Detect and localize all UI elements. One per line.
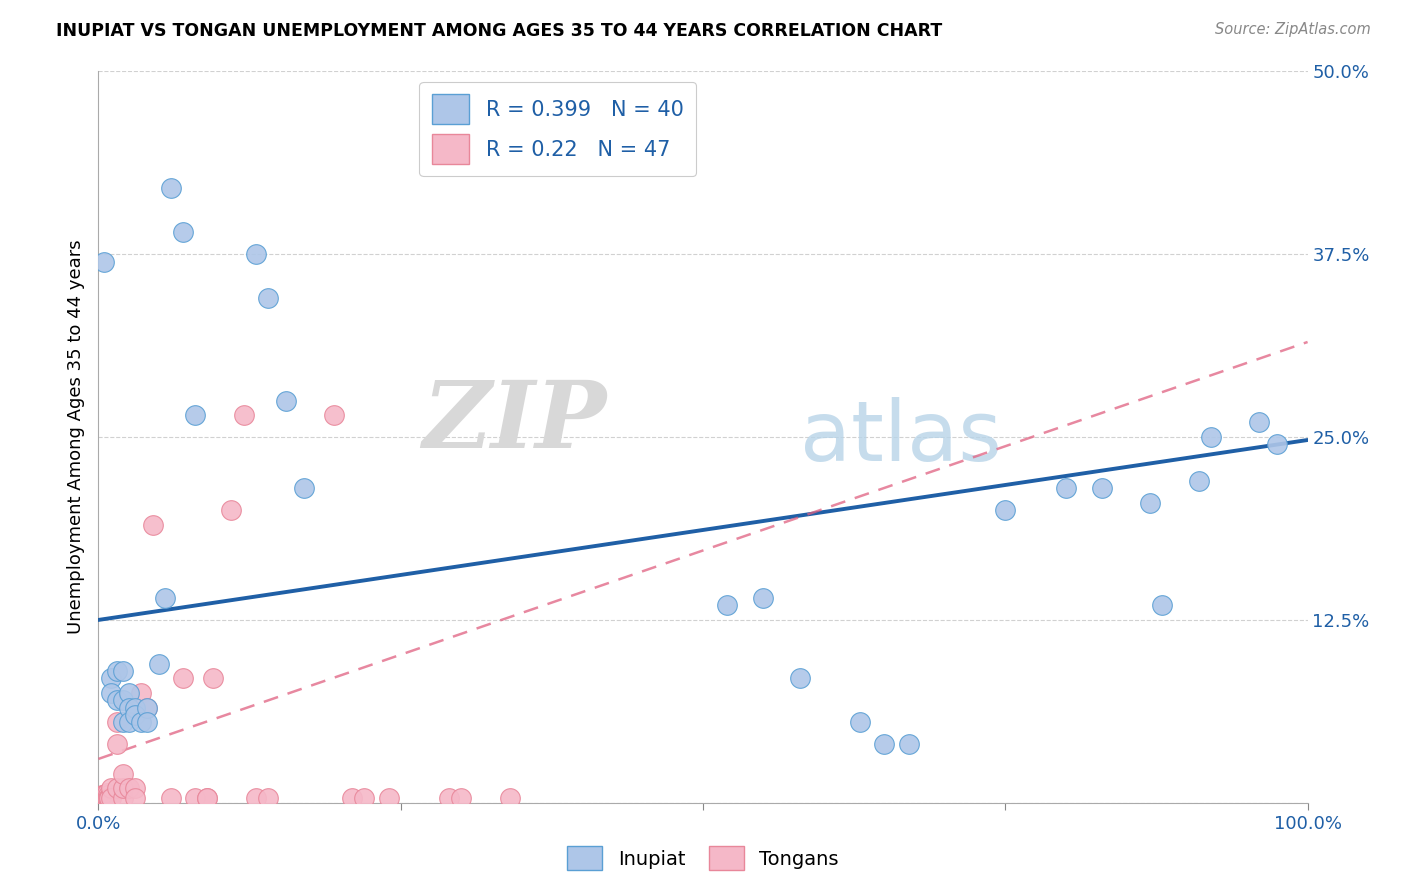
Point [184, 408, 207, 422]
Point [256, 791, 278, 805]
Point [153, 591, 176, 605]
Point [245, 791, 267, 805]
Point [111, 693, 134, 707]
Point [342, 791, 364, 805]
Point [93, 791, 115, 805]
Point [96, 791, 118, 805]
Point [377, 791, 399, 805]
Point [129, 715, 152, 730]
Point [873, 737, 896, 751]
Point [498, 791, 520, 805]
Point [93, 791, 115, 805]
Point [100, 791, 122, 805]
Point [195, 791, 218, 805]
Point [124, 708, 146, 723]
Point [91, 789, 114, 803]
Point [135, 700, 157, 714]
Point [245, 247, 267, 261]
Point [93, 789, 115, 803]
Point [142, 517, 165, 532]
Text: Source: ZipAtlas.com: Source: ZipAtlas.com [1215, 22, 1371, 37]
Point [105, 664, 128, 678]
Point [1188, 474, 1211, 488]
Point [1139, 496, 1161, 510]
Point [111, 715, 134, 730]
Point [91, 789, 114, 803]
Point [292, 481, 315, 495]
Point [274, 393, 297, 408]
Point [1199, 430, 1222, 444]
Point [202, 672, 225, 686]
Point [129, 686, 152, 700]
Point [105, 737, 128, 751]
Point [437, 791, 460, 805]
Point [353, 791, 375, 805]
Point [1054, 481, 1077, 495]
Point [195, 791, 218, 805]
Point [1152, 599, 1174, 613]
Point [135, 700, 157, 714]
Point [849, 715, 872, 730]
Point [98, 791, 121, 805]
Point [172, 225, 194, 239]
Point [994, 503, 1017, 517]
Point [97, 789, 120, 803]
Text: atlas: atlas [800, 397, 1001, 477]
Point [91, 791, 114, 805]
Point [1249, 416, 1271, 430]
Point [323, 408, 346, 422]
Point [111, 664, 134, 678]
Point [111, 781, 134, 796]
Point [256, 291, 278, 305]
Y-axis label: Unemployment Among Ages 35 to 44 years: Unemployment Among Ages 35 to 44 years [66, 240, 84, 634]
Point [93, 791, 115, 805]
Point [897, 737, 920, 751]
Point [98, 791, 121, 805]
Point [100, 781, 122, 796]
Point [97, 791, 120, 805]
Point [716, 599, 738, 613]
Point [752, 591, 775, 605]
Point [105, 781, 128, 796]
Point [118, 715, 141, 730]
Point [135, 715, 157, 730]
Text: INUPIAT VS TONGAN UNEMPLOYMENT AMONG AGES 35 TO 44 YEARS CORRELATION CHART: INUPIAT VS TONGAN UNEMPLOYMENT AMONG AGE… [56, 22, 942, 40]
Legend: Inupiat, Tongans: Inupiat, Tongans [560, 838, 846, 878]
Point [148, 657, 170, 671]
Point [100, 672, 122, 686]
Point [105, 693, 128, 707]
Point [160, 791, 183, 805]
Point [789, 672, 811, 686]
Point [172, 672, 194, 686]
Point [91, 791, 114, 805]
Point [124, 781, 146, 796]
Legend: R = 0.399   N = 40, R = 0.22   N = 47: R = 0.399 N = 40, R = 0.22 N = 47 [419, 82, 696, 176]
Text: ZIP: ZIP [422, 377, 606, 467]
Point [111, 791, 134, 805]
Point [96, 786, 118, 800]
Point [118, 700, 141, 714]
Point [1267, 437, 1289, 451]
Point [232, 408, 254, 422]
Point [124, 791, 146, 805]
Point [94, 789, 117, 803]
Point [111, 766, 134, 780]
Point [100, 686, 122, 700]
Point [221, 503, 243, 517]
Point [184, 791, 207, 805]
Point [93, 254, 115, 268]
Point [105, 715, 128, 730]
Point [118, 686, 141, 700]
Point [1091, 481, 1114, 495]
Point [118, 781, 141, 796]
Point [94, 791, 117, 805]
Point [160, 181, 183, 195]
Point [124, 700, 146, 714]
Point [450, 791, 472, 805]
